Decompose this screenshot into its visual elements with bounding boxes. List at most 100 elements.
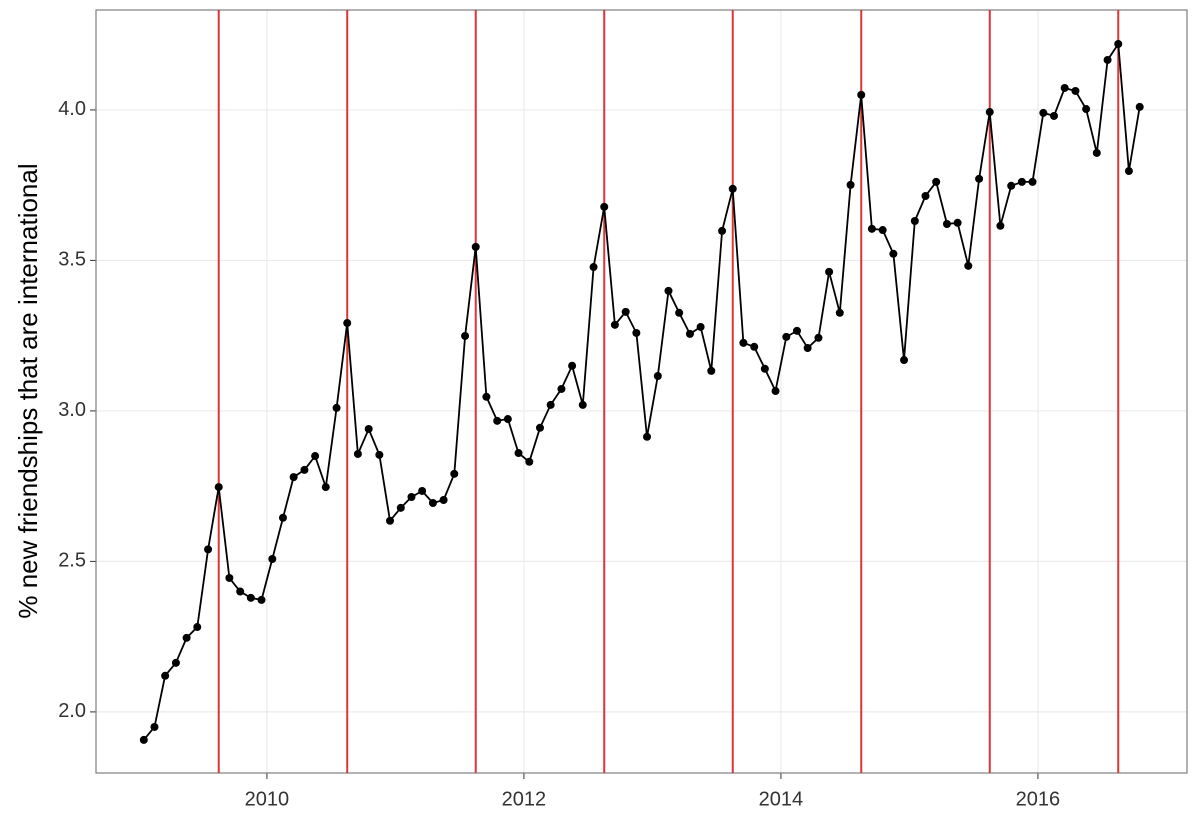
data-point	[942, 220, 951, 229]
data-point	[1039, 108, 1048, 117]
data-point	[1124, 167, 1133, 176]
data-point	[139, 735, 148, 744]
y-tick-label: 2.0	[58, 700, 86, 722]
data-point	[932, 177, 941, 186]
data-point	[1092, 148, 1101, 157]
data-point	[525, 457, 534, 466]
data-point	[610, 320, 619, 329]
data-point	[450, 469, 459, 478]
data-point	[343, 319, 352, 328]
data-point	[600, 202, 609, 211]
data-point	[621, 307, 630, 316]
data-point	[278, 513, 287, 522]
data-point	[546, 400, 555, 409]
data-point	[300, 465, 309, 474]
data-point	[964, 261, 973, 270]
series-line	[143, 41, 1141, 741]
data-point	[846, 180, 855, 189]
data-point	[889, 249, 898, 258]
data-point	[182, 633, 191, 642]
data-point	[707, 366, 716, 375]
data-point	[632, 328, 641, 337]
data-point	[825, 267, 834, 276]
y-tick-label: 3.5	[58, 249, 86, 271]
data-point	[900, 356, 909, 365]
data-point	[664, 286, 673, 295]
data-point	[493, 416, 502, 425]
data-point	[396, 503, 405, 512]
data-point	[1103, 55, 1112, 64]
data-point	[1007, 181, 1016, 190]
data-point	[792, 326, 801, 335]
data-point	[1082, 105, 1091, 114]
data-point	[171, 658, 180, 667]
data-point	[589, 263, 598, 272]
data-point	[953, 218, 962, 227]
data-point	[643, 432, 652, 441]
data-point	[996, 221, 1005, 230]
data-point	[1135, 102, 1144, 111]
data-point	[685, 329, 694, 338]
data-point	[557, 384, 566, 393]
data-point	[771, 387, 780, 396]
data-point	[803, 344, 812, 353]
data-point	[471, 242, 480, 251]
data-point	[535, 423, 544, 432]
data-point	[696, 322, 705, 331]
data-point	[364, 424, 373, 433]
x-tick-label: 2016	[1016, 788, 1061, 810]
data-point	[857, 90, 866, 99]
data-point	[289, 473, 298, 482]
data-point	[814, 333, 823, 342]
x-tick-label: 2010	[245, 788, 290, 810]
data-point	[161, 671, 170, 680]
data-point	[386, 516, 395, 525]
data-point	[514, 449, 523, 458]
data-point	[236, 587, 245, 596]
data-point	[407, 492, 416, 501]
data-point	[1028, 177, 1037, 186]
data-point	[150, 722, 159, 731]
data-point	[503, 415, 512, 424]
data-point	[428, 499, 437, 508]
data-point	[1049, 111, 1058, 120]
data-point	[835, 308, 844, 317]
data-point	[728, 184, 737, 193]
data-point	[675, 308, 684, 317]
data-point	[878, 226, 887, 235]
data-point	[921, 192, 930, 201]
data-point	[782, 332, 791, 341]
data-point	[867, 224, 876, 233]
data-point	[739, 338, 748, 347]
data-point	[332, 403, 341, 412]
data-point	[204, 545, 213, 554]
data-point	[418, 486, 427, 495]
data-point	[578, 400, 587, 409]
data-point	[1060, 83, 1069, 92]
data-point	[246, 593, 255, 602]
y-axis-label: % new friendships that are international	[13, 163, 43, 618]
panel-border	[95, 9, 1188, 774]
data-point	[225, 573, 234, 582]
data-point	[214, 483, 223, 492]
data-point	[257, 595, 266, 604]
data-point	[750, 342, 759, 351]
data-point	[718, 226, 727, 235]
y-tick-label: 2.5	[58, 550, 86, 572]
data-point	[311, 452, 320, 461]
data-point	[1114, 40, 1123, 49]
data-point	[1071, 86, 1080, 95]
x-tick-label: 2014	[759, 788, 804, 810]
data-point	[461, 331, 470, 340]
data-point	[1017, 177, 1026, 186]
x-tick-label: 2012	[502, 788, 547, 810]
y-tick-label: 3.0	[58, 399, 86, 421]
data-point	[482, 392, 491, 401]
data-point	[439, 496, 448, 505]
data-point	[985, 108, 994, 117]
y-tick-label: 4.0	[58, 98, 86, 120]
data-point	[375, 450, 384, 459]
data-point	[193, 623, 202, 632]
